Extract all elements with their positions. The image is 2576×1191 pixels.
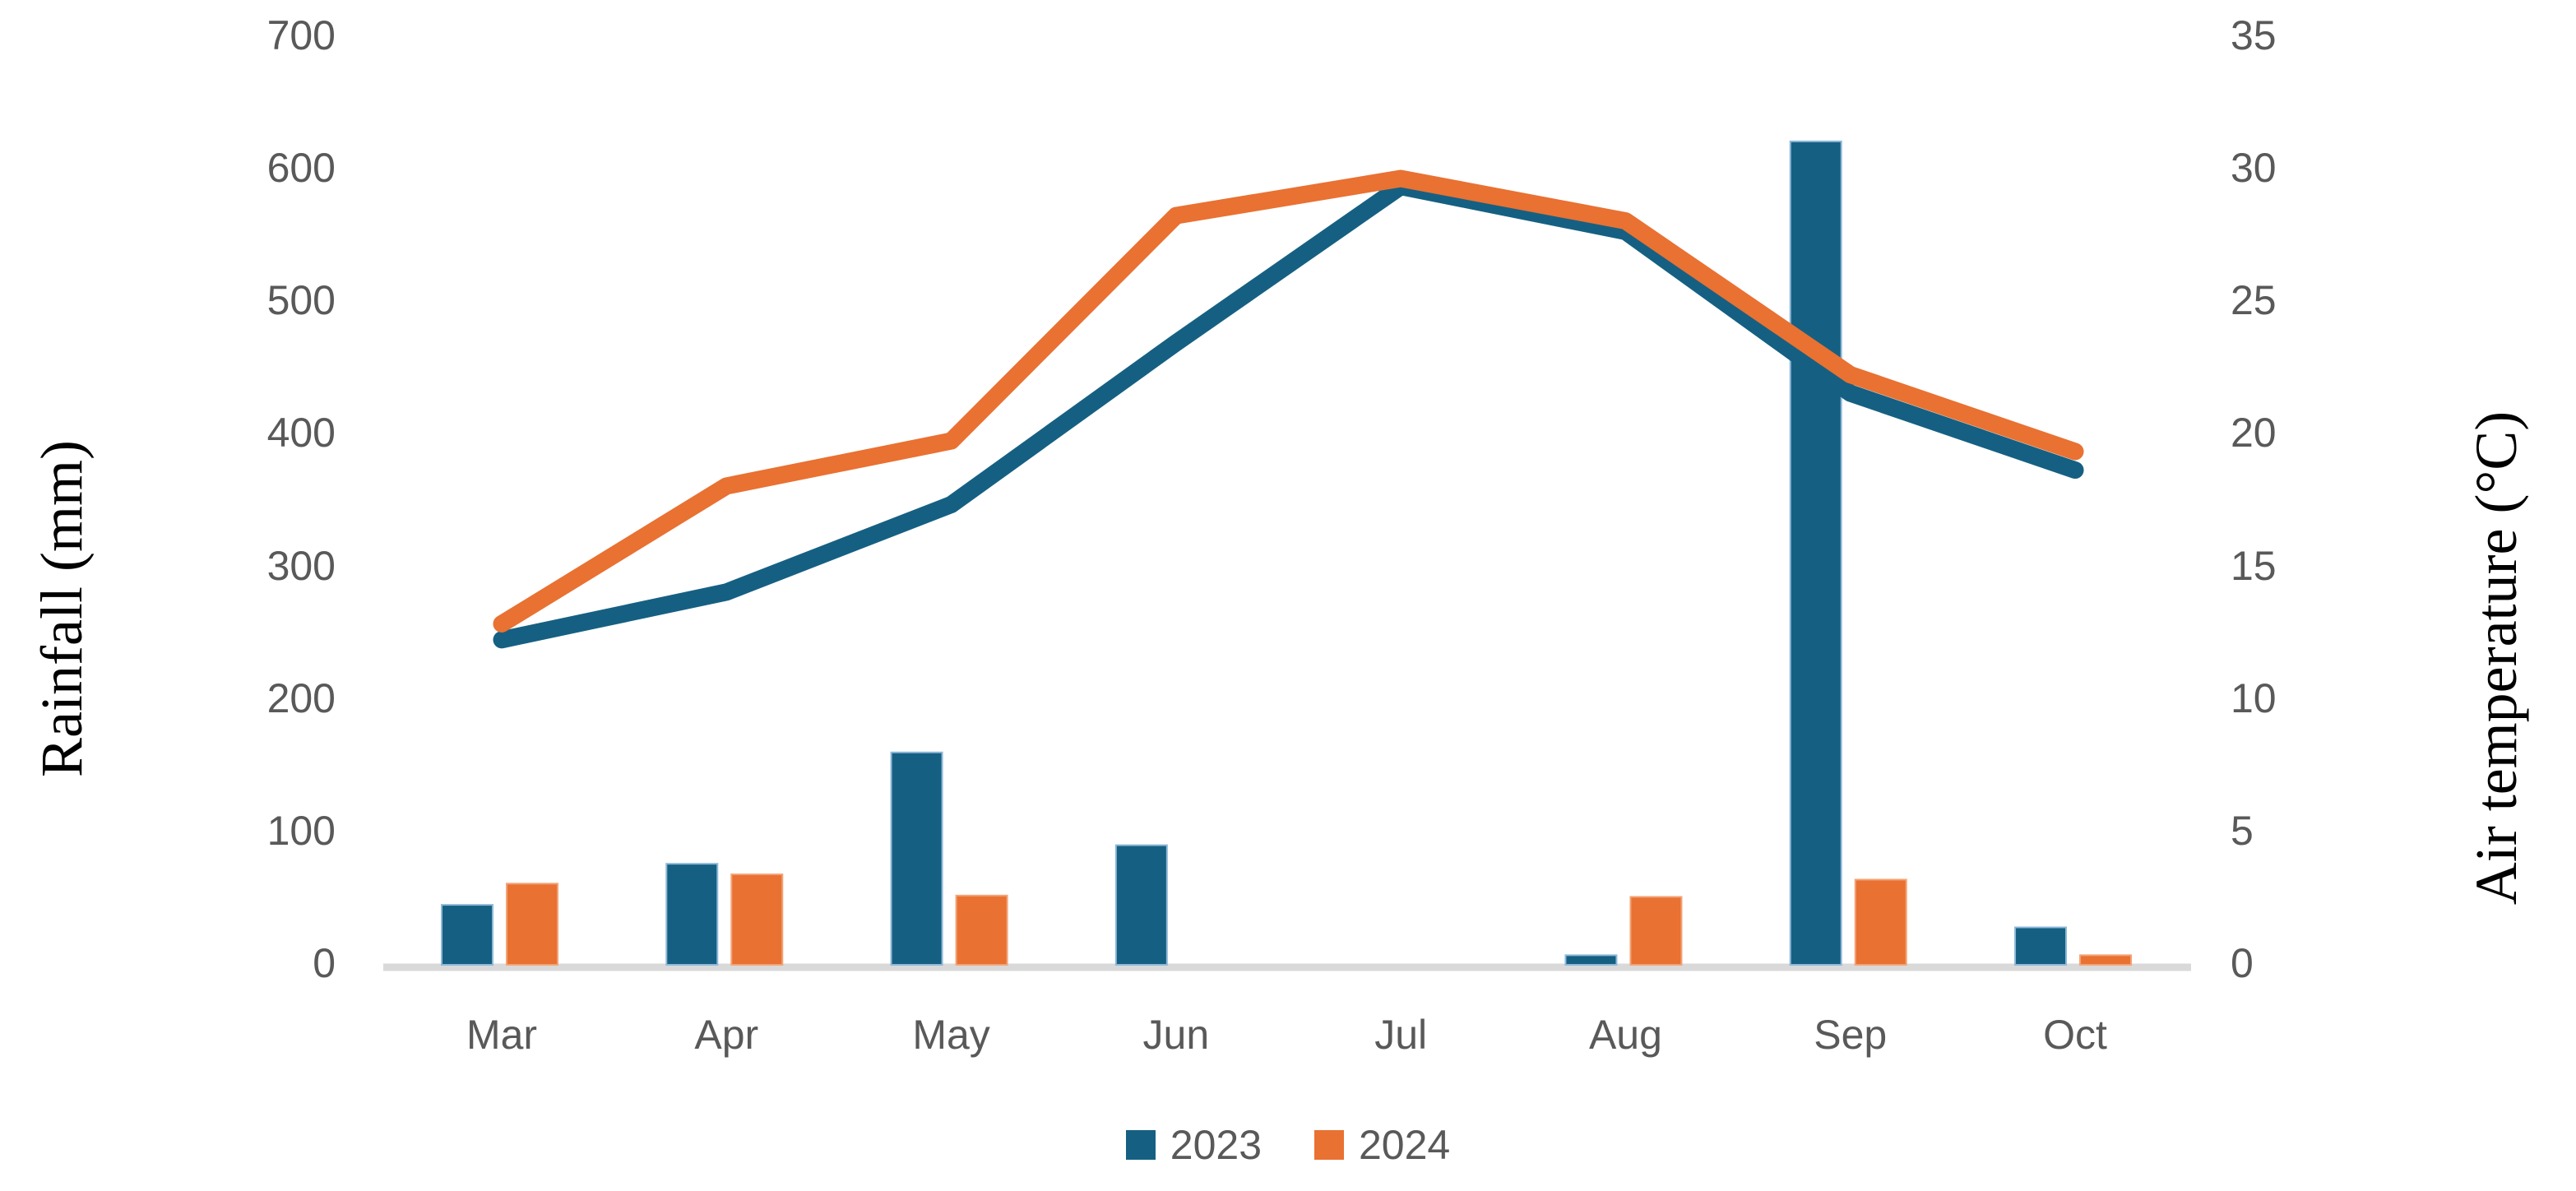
bar-2024-mar [506,883,558,966]
month-label-oct: Oct [2043,1012,2107,1058]
bar-2024-aug [1629,896,1683,966]
right-axis-tick-35: 35 [2231,12,2277,58]
left-axis-tick-100: 100 [266,807,336,854]
legend: 2023 2024 [0,1120,2576,1170]
bar-2024-oct [2079,954,2133,966]
bar-2023-sep [1789,140,1842,966]
bar-2023-may [890,751,943,966]
legend-label-2023: 2023 [1170,1122,1262,1168]
month-label-may: May [912,1012,990,1058]
right-axis-title: Air temperature (°C) [2463,410,2529,906]
temperature-line-2023 [493,178,2084,649]
bar-2024-sep [1854,878,1907,966]
month-label-sep: Sep [1814,1012,1888,1058]
month-label-jul: Jul [1374,1012,1428,1058]
bar-2024-apr [730,874,784,966]
right-axis-tick-25: 25 [2231,277,2277,324]
bar-2023-apr [665,863,719,966]
left-axis-tick-700: 700 [266,12,336,58]
month-label-mar: Mar [466,1012,538,1058]
legend-swatch-2023 [1125,1130,1156,1160]
legend-label-2024: 2024 [1359,1122,1451,1168]
right-axis-tick-30: 30 [2231,145,2277,192]
left-axis-tick-200: 200 [266,674,336,721]
right-axis-tick-5: 5 [2231,807,2254,854]
bar-2023-jun [1114,844,1168,966]
bar-2024-may [955,894,1008,966]
bar-2023-oct [2014,926,2068,966]
left-axis-tick-400: 400 [266,410,336,456]
temperature-line-2024 [493,169,2084,633]
legend-swatch-2024 [1314,1130,1344,1160]
month-label-aug: Aug [1588,1012,1662,1058]
bar-2023-mar [441,904,493,966]
bar-2023-aug [1564,954,1618,966]
left-axis-title: Rainfall (mm) [29,440,95,777]
legend-item-2024: 2024 [1314,1120,1450,1170]
left-axis-tick-600: 600 [266,145,336,192]
month-label-jun: Jun [1142,1012,1210,1058]
left-axis-tick-500: 500 [266,277,336,324]
left-axis-tick-0: 0 [313,940,336,986]
month-label-apr: Apr [694,1012,759,1058]
x-axis-line [383,963,2191,971]
right-axis-tick-10: 10 [2231,674,2277,721]
right-axis-tick-15: 15 [2231,542,2277,589]
right-axis-tick-0: 0 [2231,940,2254,986]
right-axis-tick-20: 20 [2231,410,2277,456]
legend-item-2023: 2023 [1125,1120,1262,1170]
left-axis-tick-300: 300 [266,542,336,589]
